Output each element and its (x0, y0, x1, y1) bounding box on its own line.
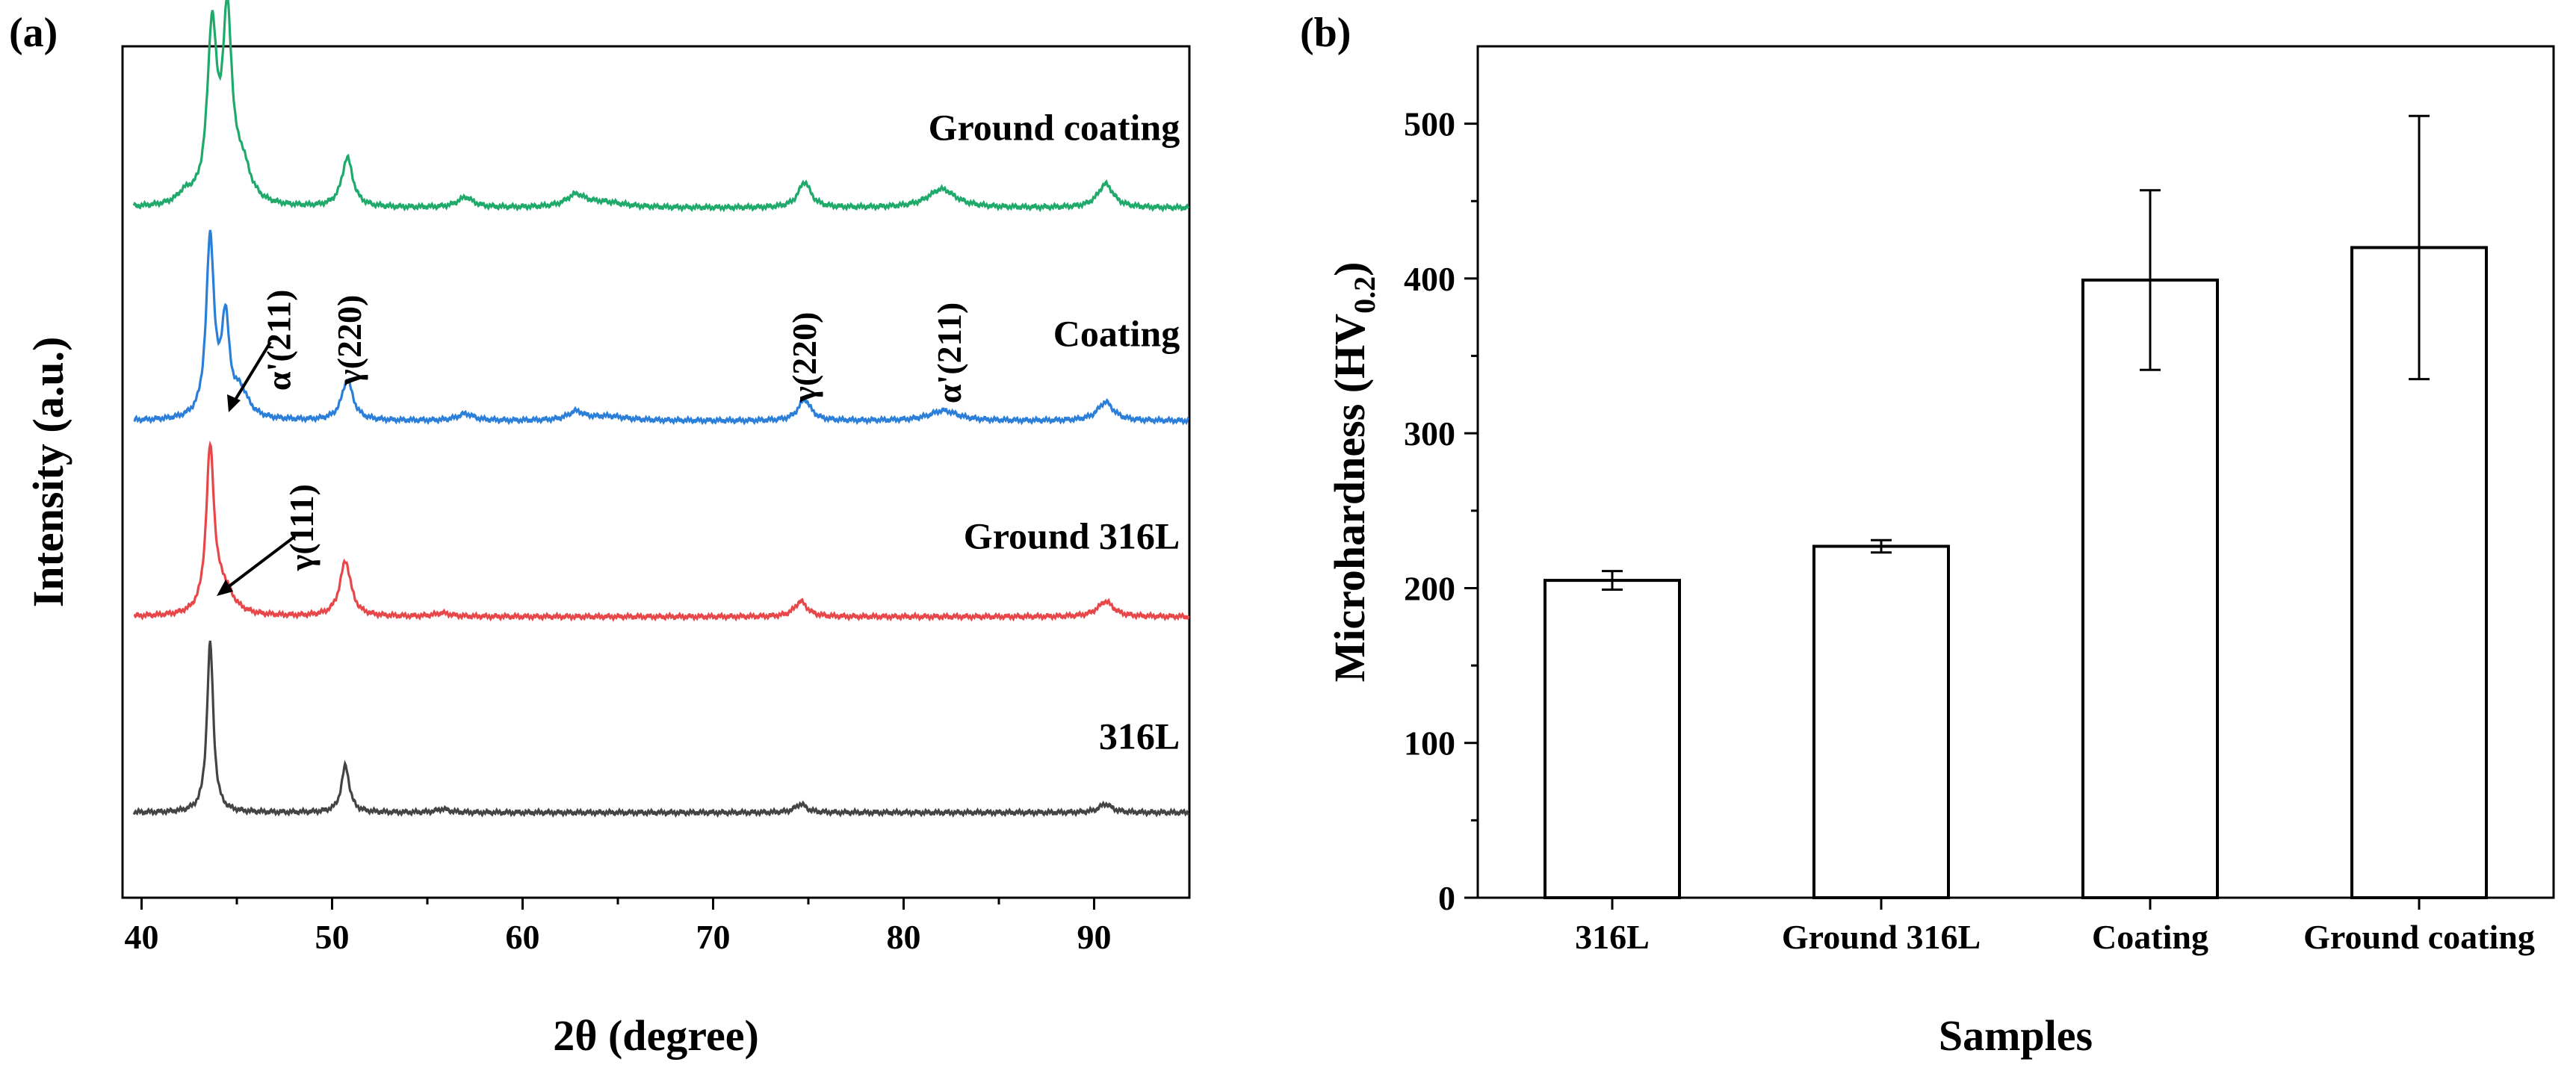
xrd-series-label: 316L (1099, 715, 1180, 757)
xrd-x-tick-label: 70 (696, 918, 731, 956)
hardness-y-tick-label: 300 (1404, 415, 1455, 453)
xrd-chart: 40 50 60 70 80 90 α'(211) γ(220) γ(220) α'(211) γ… (24, 0, 1191, 1060)
hardness-y-axis-title-main: Microhardness (HV (1325, 314, 1374, 683)
xrd-x-tick-label: 60 (506, 918, 540, 956)
xrd-y-axis-title: Intensity (a.u.) (24, 337, 72, 608)
hardness-y-axis-title: Microhardness (HV0.2) (1325, 262, 1381, 683)
hardness-x-tick-label: Ground coating (2303, 918, 2535, 956)
xrd-series-group (132, 0, 1190, 818)
hardness-bar (1812, 544, 1950, 899)
alpha-211-arrow (232, 341, 272, 405)
xrd-line-ground-316l (133, 440, 1190, 622)
xrd-peak-annotation: γ(220) (785, 312, 823, 403)
xrd-x-tick-label: 90 (1077, 918, 1112, 956)
alpha-211-arrowhead (227, 394, 241, 412)
hardness-bar (2081, 278, 2219, 899)
hardness-plot-frame (1476, 45, 2555, 899)
hardness-x-tick-label: Coating (2092, 918, 2208, 956)
hardness-bars (1544, 114, 2488, 900)
xrd-series-label: Ground coating (929, 106, 1180, 148)
hardness-y-tick-label: 0 (1438, 879, 1455, 917)
xrd-line-coating (133, 229, 1189, 426)
xrd-peak-annotations: α'(211) γ(220) γ(220) α'(211) γ(111) (259, 290, 968, 572)
xrd-x-axis-title: 2θ (degree) (553, 1011, 759, 1060)
xrd-series-labels: Ground coating Coating Ground 316L 316L (929, 106, 1180, 757)
gamma-111-arrow (223, 535, 297, 592)
hardness-x-axis-title: Samples (1939, 1011, 2093, 1060)
hardness-y-tick-label: 500 (1404, 105, 1455, 143)
xrd-series-label: Coating (1053, 312, 1180, 354)
xrd-x-tick-label: 80 (887, 918, 921, 956)
hardness-x-axis-ticks: 316L Ground 316L Coating Ground coating (1575, 898, 2535, 956)
hardness-chart: 0 100 200 300 400 500 316L Ground 316L Coating G… (1325, 45, 2555, 1060)
hardness-y-tick-label: 400 (1404, 260, 1455, 298)
hardness-x-tick-label: 316L (1575, 918, 1650, 956)
xrd-x-axis-ticks: 40 50 60 70 80 90 (125, 898, 1112, 956)
hardness-y-tick-label: 100 (1404, 724, 1455, 763)
panel-b-label: (b) (1300, 10, 1351, 56)
hardness-y-axis-ticks: 0 100 200 300 400 500 (1404, 105, 1478, 917)
hardness-bar (1544, 579, 1681, 899)
xrd-plot-frame (121, 45, 1191, 899)
hardness-y-axis-title-close: ) (1325, 262, 1374, 276)
xrd-peak-annotation: γ(111) (282, 484, 321, 571)
xrd-line-316l (132, 640, 1190, 818)
hardness-y-tick-label: 200 (1404, 569, 1455, 607)
xrd-line-ground-coating (132, 0, 1190, 213)
panel-a-label: (a) (9, 10, 58, 56)
xrd-peak-annotation: α'(211) (930, 302, 968, 404)
xrd-series-label: Ground 316L (964, 515, 1180, 557)
hardness-y-axis-title-sub: 0.2 (1348, 276, 1381, 314)
gamma-111-arrowhead (217, 580, 233, 596)
hardness-x-tick-label: Ground 316L (1782, 918, 1981, 956)
xrd-x-tick-label: 40 (125, 918, 159, 956)
xrd-peak-annotation: γ(220) (330, 295, 368, 386)
xrd-peak-annotation: α'(211) (259, 290, 297, 391)
xrd-x-tick-label: 50 (315, 918, 350, 956)
